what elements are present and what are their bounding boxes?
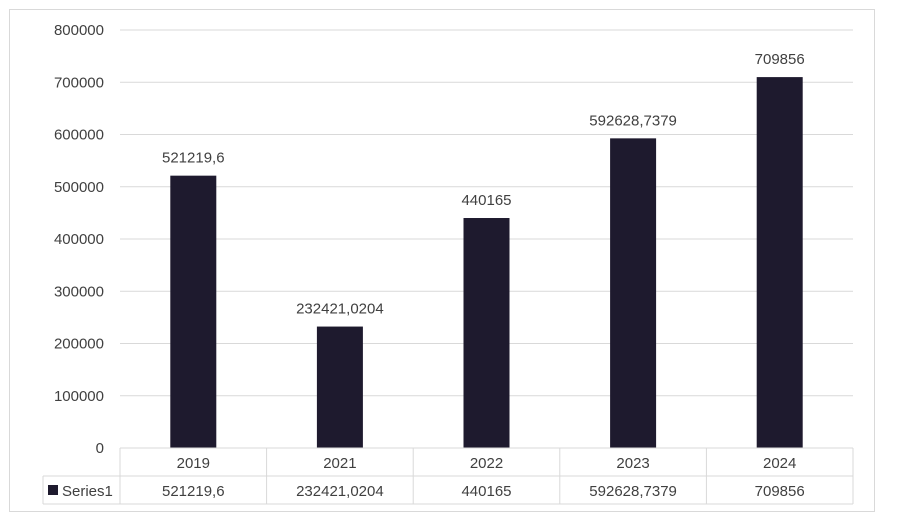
data-label: 592628,7379	[589, 112, 677, 129]
y-tick-label: 300000	[54, 283, 104, 300]
legend-key	[48, 485, 58, 495]
gridlines	[120, 29, 853, 397]
bar-2023	[610, 138, 657, 448]
data-labels: 521219,6 232421,0204 440165 592628,7379 7098…	[162, 51, 805, 317]
y-tick-label: 400000	[54, 231, 104, 248]
data-label: 521219,6	[162, 150, 225, 167]
x-tick-label: 2019	[177, 455, 210, 472]
bars	[170, 77, 803, 448]
table-value-cell: 521219,6	[162, 483, 225, 500]
bar-2019	[170, 175, 217, 448]
y-tick-label: 0	[96, 440, 104, 457]
table-value-cell: 592628,7379	[589, 483, 677, 500]
table-value-cell: 709856	[755, 483, 805, 500]
data-label: 709856	[755, 51, 805, 68]
y-tick-label: 600000	[54, 127, 104, 144]
table-value-cell: 232421,0204	[296, 483, 384, 500]
data-table: 2019 2021 2022 2023 2024 Series1 521219,6 23242…	[42, 447, 854, 505]
table-value-cell: 440165	[461, 483, 511, 500]
x-tick-label: 2024	[763, 455, 796, 472]
x-tick-label: 2022	[470, 455, 503, 472]
x-tick-label: 2023	[616, 455, 649, 472]
y-tick-label: 700000	[54, 74, 104, 91]
y-axis-ticks: 0 100000 200000 300000 400000 500000 600000 700…	[54, 22, 104, 457]
data-label: 232421,0204	[296, 301, 384, 318]
x-tick-label: 2021	[323, 455, 356, 472]
bar-2021	[316, 326, 363, 448]
y-tick-label: 800000	[54, 22, 104, 39]
bar-2024	[756, 77, 803, 448]
bar-2022	[463, 218, 510, 448]
y-tick-label: 100000	[54, 388, 104, 405]
legend-series-name: Series1	[62, 483, 113, 500]
y-tick-label: 500000	[54, 179, 104, 196]
chart-area	[9, 9, 875, 512]
data-label: 440165	[461, 192, 511, 209]
y-tick-label: 200000	[54, 336, 104, 353]
